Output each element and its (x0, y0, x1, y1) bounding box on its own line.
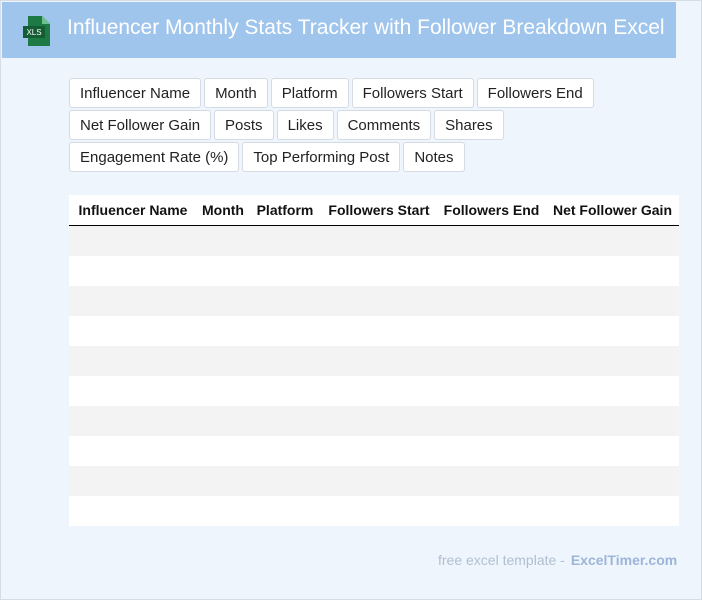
table-row (69, 286, 679, 316)
header-bar: XLS Influencer Monthly Stats Tracker wit… (2, 2, 676, 58)
data-table: Influencer Name Month Platform Followers St… (69, 195, 679, 526)
field-chip: Engagement Rate (%) (69, 142, 240, 172)
column-header: Platform (249, 195, 321, 226)
footer-text: free excel template - (438, 552, 565, 568)
table-row (69, 376, 679, 406)
page-title: Influencer Monthly Stats Tracker with Fo… (67, 16, 665, 39)
field-chip: Shares (434, 110, 504, 140)
table-row (69, 406, 679, 436)
column-header: Followers Start (321, 195, 437, 226)
header-row: Influencer Name Month Platform Followers St… (69, 195, 679, 226)
field-chip: Top Performing Post (242, 142, 401, 172)
table-row (69, 256, 679, 286)
field-chip: Likes (276, 110, 334, 140)
table-row (69, 346, 679, 376)
field-chip: Influencer Name (69, 78, 202, 108)
table-row (69, 316, 679, 346)
footer: free excel template - ExcelTimer.com (438, 552, 677, 568)
field-chip: Net Follower Gain (69, 110, 212, 140)
table-body (69, 225, 679, 527)
table-row (69, 496, 679, 526)
field-chip: Posts (214, 110, 274, 140)
column-header: Net Follower Gain (546, 195, 679, 226)
table-row (69, 225, 679, 256)
field-list: Influencer Name Month Platform Followers St… (69, 78, 674, 172)
column-header: Followers End (437, 195, 546, 226)
table-row (69, 466, 679, 496)
xls-icon: XLS (23, 16, 50, 46)
field-chip: Followers End (476, 78, 594, 108)
footer-brand[interactable]: ExcelTimer.com (570, 552, 678, 568)
field-chip: Platform (270, 78, 349, 108)
field-chip: Comments (336, 110, 432, 140)
icon-label: XLS (26, 28, 41, 37)
field-chip: Month (204, 78, 268, 108)
field-chip: Notes (403, 142, 465, 172)
column-header: Influencer Name (69, 195, 197, 226)
table-row (69, 436, 679, 466)
field-chip: Followers Start (351, 78, 474, 108)
column-header: Month (197, 195, 249, 226)
